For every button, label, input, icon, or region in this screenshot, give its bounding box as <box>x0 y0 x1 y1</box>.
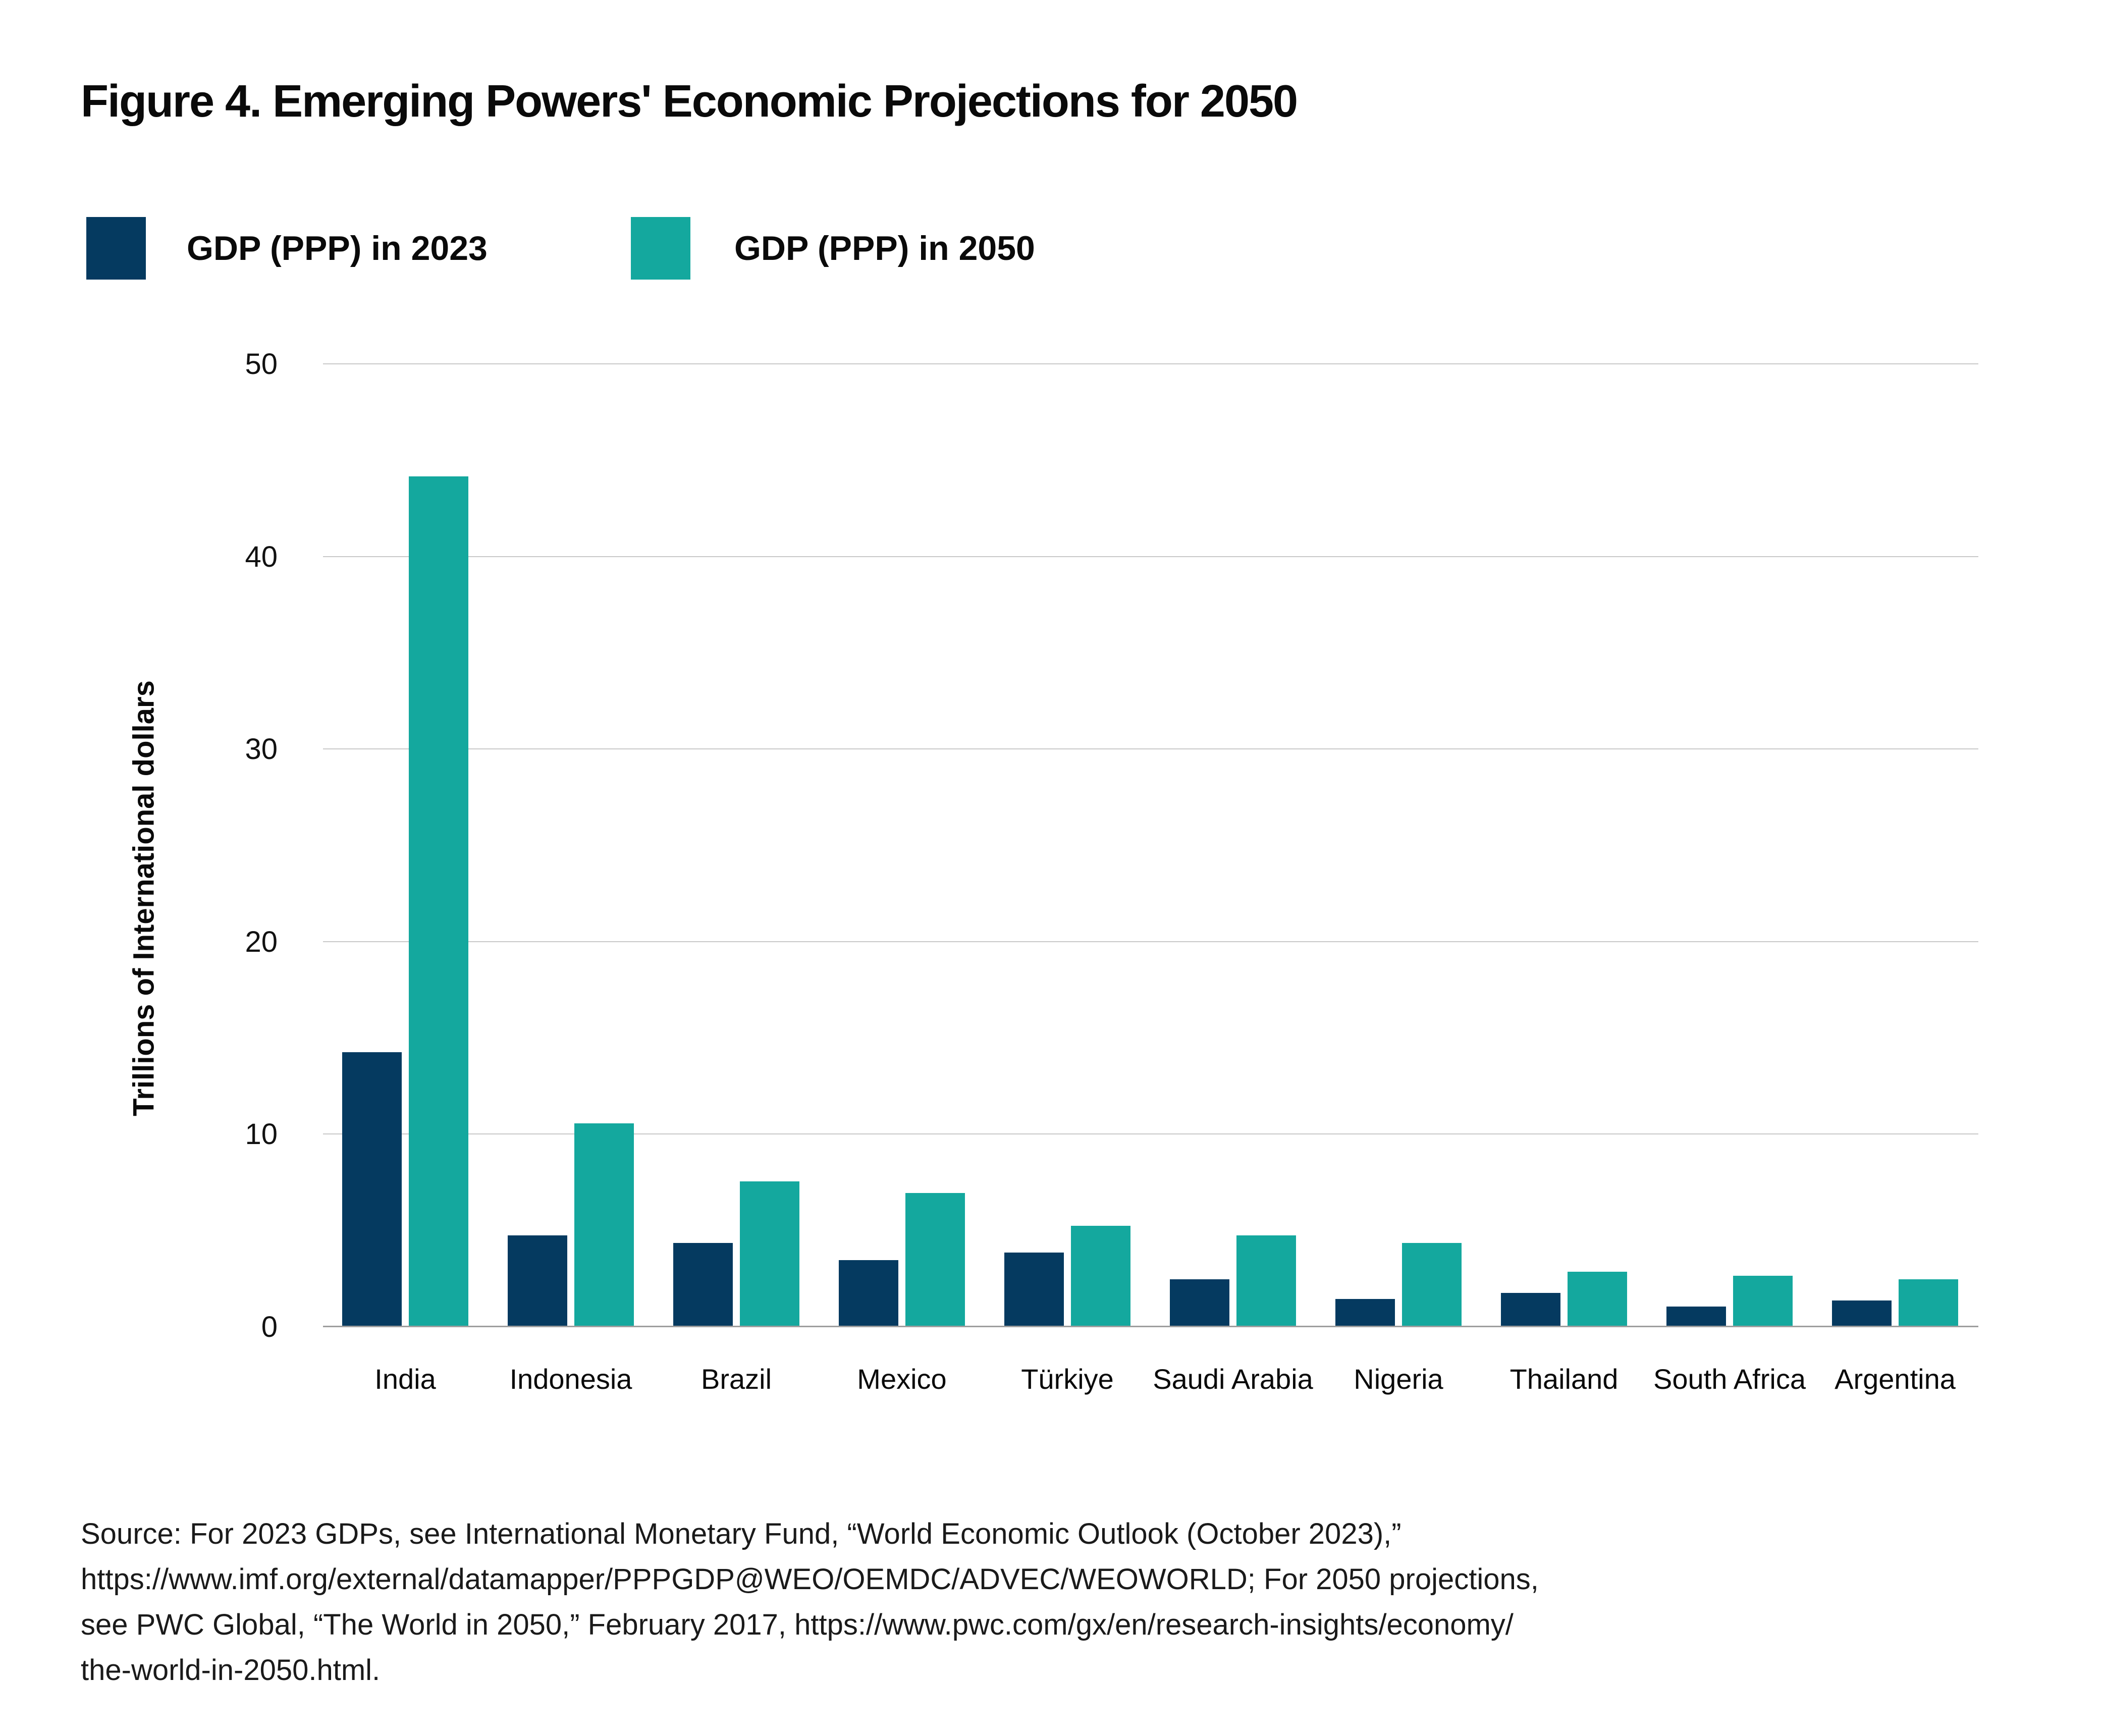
bar-india-2023 <box>342 1052 402 1326</box>
x-label-argentina: Argentina <box>1835 1363 1956 1395</box>
bar-mexico-2050 <box>905 1192 965 1326</box>
y-tick-0: 0 <box>261 1311 278 1343</box>
gridline-40 <box>323 556 1978 557</box>
x-label-turkiye: Türkiye <box>1021 1363 1114 1395</box>
bar-south-africa-2050 <box>1733 1275 1793 1326</box>
bar-indonesia-2023 <box>508 1235 567 1326</box>
legend-swatch-2023 <box>86 217 146 280</box>
x-label-india: India <box>374 1363 436 1395</box>
figure-title: Figure 4. Emerging Powers' Economic Proj… <box>81 76 1298 127</box>
bar-mexico-2023 <box>839 1260 898 1326</box>
x-label-south-africa: South Africa <box>1653 1363 1806 1395</box>
bar-argentina-2050 <box>1899 1279 1958 1326</box>
source-line: see PWC Global, “The World in 2050,” Feb… <box>81 1608 1514 1641</box>
y-tick-20: 20 <box>245 925 278 958</box>
bar-indonesia-2050 <box>574 1123 634 1326</box>
y-tick-50: 50 <box>245 348 278 381</box>
gridline-20 <box>323 941 1978 942</box>
x-label-mexico: Mexico <box>857 1363 947 1395</box>
gridline-50 <box>323 363 1978 364</box>
bar-saudi-arabia-2023 <box>1170 1279 1229 1326</box>
bar-nigeria-2050 <box>1402 1242 1462 1326</box>
source-line: https://www.imf.org/external/datamapper/… <box>81 1563 1539 1596</box>
bar-brazil-2050 <box>740 1181 799 1326</box>
x-label-saudi-arabia: Saudi Arabia <box>1153 1363 1313 1395</box>
gridline-0 <box>323 1326 1978 1327</box>
bar-brazil-2023 <box>673 1242 733 1326</box>
bar-nigeria-2023 <box>1335 1298 1395 1326</box>
x-label-indonesia: Indonesia <box>509 1363 632 1395</box>
legend-label-2050: GDP (PPP) in 2050 <box>734 229 1035 267</box>
legend-label-2023: GDP (PPP) in 2023 <box>187 229 488 267</box>
bar-thailand-2023 <box>1501 1293 1560 1326</box>
legend-swatch-2050 <box>631 217 690 280</box>
source-line: the-world-in-2050.html. <box>81 1654 381 1687</box>
bar-india-2050 <box>409 476 468 1326</box>
bar-saudi-arabia-2050 <box>1236 1235 1296 1326</box>
x-label-thailand: Thailand <box>1509 1363 1619 1395</box>
x-label-nigeria: Nigeria <box>1354 1363 1443 1395</box>
plot-area <box>323 363 1978 1327</box>
y-axis-title: Trillions of International dollars <box>127 680 160 1116</box>
bar-turkiye-2050 <box>1071 1225 1130 1326</box>
bar-argentina-2023 <box>1832 1300 1892 1326</box>
bar-thailand-2050 <box>1568 1272 1627 1326</box>
y-tick-10: 10 <box>245 1118 278 1151</box>
source-note: Source: For 2023 GDPs, see International… <box>81 1511 1539 1693</box>
y-tick-40: 40 <box>245 540 278 573</box>
gridline-10 <box>323 1133 1978 1135</box>
y-tick-30: 30 <box>245 733 278 766</box>
bar-south-africa-2023 <box>1666 1306 1726 1326</box>
gridline-30 <box>323 748 1978 750</box>
bar-turkiye-2023 <box>1004 1253 1064 1326</box>
x-label-brazil: Brazil <box>700 1363 772 1395</box>
source-line: Source: For 2023 GDPs, see International… <box>81 1517 1401 1550</box>
